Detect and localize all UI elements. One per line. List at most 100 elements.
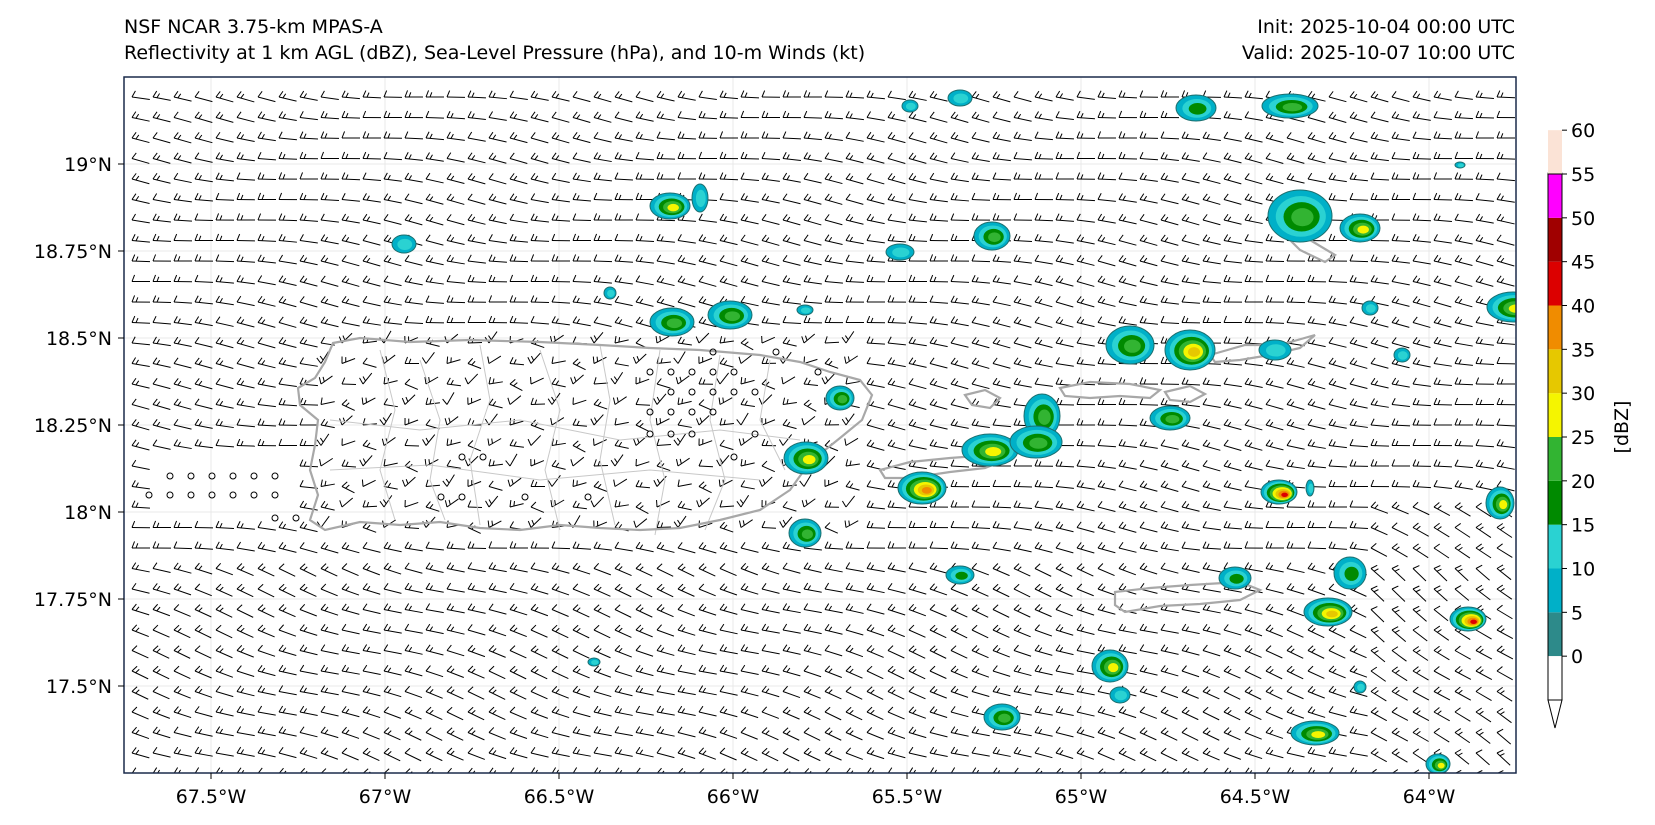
wind-barb [173, 746, 192, 758]
colorbar-extend-low [1547, 699, 1563, 729]
wind-barb [572, 665, 590, 679]
wind-barb [1160, 460, 1179, 472]
wind-barb [572, 358, 586, 371]
wind-barb [1307, 686, 1325, 699]
wind-barb [1475, 193, 1494, 202]
wind-barb [1286, 357, 1305, 368]
wind-barb [614, 604, 632, 618]
wind-barb [929, 378, 948, 390]
wind-barb [527, 517, 542, 528]
wind-barb [698, 459, 714, 468]
wind-barb [359, 455, 373, 467]
wind-barb [1160, 315, 1180, 324]
wind-barb [1181, 275, 1200, 285]
wind-barb [320, 726, 339, 739]
wind-barb [1370, 646, 1386, 663]
wind-barb [1160, 706, 1178, 720]
wind-barb [971, 295, 990, 306]
wind-barb [257, 357, 276, 369]
wind-barb [341, 481, 355, 494]
wind-barb [383, 90, 403, 98]
wind-barb [1370, 192, 1390, 201]
wind-barb [1097, 480, 1116, 491]
wind-barb [866, 377, 885, 388]
wind-barb [362, 110, 382, 119]
wind-barb [194, 562, 213, 575]
wind-barb [570, 456, 585, 467]
wind-barb [1013, 583, 1031, 598]
wind-barb [929, 193, 948, 203]
reflectivity-contour [695, 189, 706, 208]
wind-barb [635, 316, 654, 328]
wind-barb [404, 131, 424, 140]
wind-barb [1013, 111, 1032, 122]
wind-barb [992, 500, 1012, 509]
wind-barb [299, 726, 318, 738]
wind-barb [1391, 543, 1408, 558]
wind-barb [551, 111, 570, 123]
st-thomas-coast [1058, 380, 1163, 400]
wind-barb [1496, 728, 1512, 745]
wind-barb [341, 623, 360, 635]
wind-barb [655, 417, 670, 426]
wind-barb [215, 254, 235, 263]
wind-barb [173, 686, 191, 699]
wind-barb [1160, 480, 1179, 492]
wind-barb [1518, 625, 1534, 638]
wind-barb [1076, 357, 1095, 366]
wind-barb [593, 398, 608, 410]
wind-barb [131, 377, 150, 389]
wind-barb [1118, 151, 1138, 160]
wind-barb [1055, 111, 1074, 121]
reflectivity-contour [800, 307, 811, 314]
wind-barb [173, 213, 192, 222]
wind-barb [824, 90, 844, 98]
wind-barb [1475, 336, 1494, 346]
wind-barb [656, 726, 675, 737]
wind-barb [215, 275, 234, 284]
wind-barb [1391, 172, 1411, 180]
wind-barb [1328, 418, 1347, 429]
wind-barb [908, 90, 927, 101]
wind-barb [194, 583, 212, 597]
wind-barb [1055, 500, 1074, 511]
wind-barb [614, 91, 633, 103]
reflectivity-contour [1326, 610, 1338, 618]
wind-barb [908, 439, 927, 450]
wind-barb [845, 624, 864, 636]
wind-barb [1244, 419, 1263, 431]
wind-barb [845, 459, 860, 467]
wind-barb [801, 415, 816, 426]
wind-barb [383, 131, 403, 139]
wind-barb [1055, 234, 1074, 244]
wind-barb [1223, 500, 1242, 511]
wind-barb [1244, 111, 1263, 121]
wind-barb [299, 603, 317, 617]
wind-barb [782, 193, 801, 205]
wind-barb [740, 234, 759, 246]
wind-barb [1034, 747, 1053, 759]
reflectivity-contour [1291, 208, 1314, 227]
wind-barb [551, 541, 571, 550]
wind-barb [908, 357, 927, 368]
wind-barb [257, 337, 276, 349]
wind-barb [1076, 110, 1095, 120]
wind-barb [361, 397, 376, 405]
wind-barb [444, 498, 459, 508]
wind-barb [1307, 295, 1326, 304]
wind-barb [194, 233, 214, 242]
wind-barb [236, 233, 256, 242]
wind-barb [257, 685, 276, 696]
wind-barb [1160, 90, 1180, 98]
wind-barb [656, 296, 675, 308]
wind-barb [339, 497, 354, 508]
wind-barb [320, 624, 339, 636]
wind-barb [1286, 378, 1305, 390]
wind-barb [362, 685, 381, 697]
wind-barb [1097, 316, 1116, 327]
wind-barb [677, 111, 696, 121]
wind-barb [1076, 583, 1094, 597]
wind-barb [215, 316, 234, 327]
wind-barb [908, 726, 927, 739]
wind-barb [425, 131, 444, 141]
